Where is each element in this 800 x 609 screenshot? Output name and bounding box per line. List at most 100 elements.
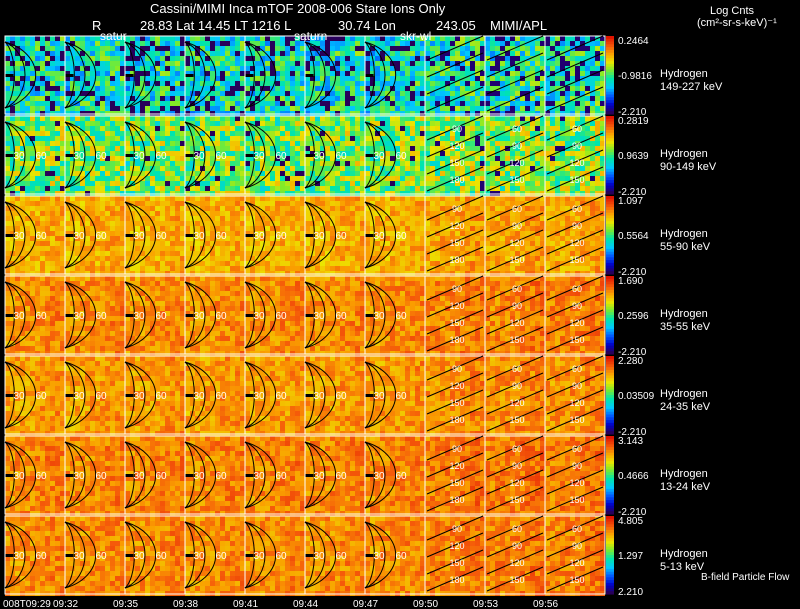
heatmap-cell	[55, 231, 60, 236]
heatmap-cell	[315, 91, 320, 96]
heatmap-cell	[565, 96, 570, 101]
heatmap-cell	[495, 186, 500, 191]
colorbar-segment	[606, 97, 614, 101]
heatmap-cell	[350, 216, 355, 221]
heatmap-cell	[325, 121, 330, 126]
heatmap-cell	[365, 181, 370, 186]
heatmap-cell	[270, 211, 275, 216]
heatmap-cell	[485, 211, 490, 216]
heatmap-cell	[310, 71, 315, 76]
heatmap-cell	[445, 196, 450, 201]
heatmap-cell	[435, 226, 440, 231]
heatmap-cell	[290, 61, 295, 66]
heatmap-cell	[215, 186, 220, 191]
heatmap-cell	[15, 146, 20, 151]
heatmap-cell	[425, 206, 430, 211]
heatmap-cell	[155, 206, 160, 211]
heatmap-cell	[50, 106, 55, 111]
heatmap-cell	[475, 176, 480, 181]
heatmap-cell	[375, 156, 380, 161]
heatmap-cell	[395, 106, 400, 111]
heatmap-cell	[135, 131, 140, 136]
heatmap-cell	[175, 121, 180, 126]
heatmap-cell	[425, 56, 430, 61]
heatmap-cell	[350, 101, 355, 106]
heatmap-cell	[225, 96, 230, 101]
heatmap-cell	[160, 161, 165, 166]
heatmap-cell	[600, 171, 605, 176]
heatmap-cell	[120, 236, 125, 241]
heatmap-cell	[150, 171, 155, 176]
heatmap-cell	[440, 116, 445, 121]
heatmap-cell	[485, 106, 490, 111]
heatmap-cell	[280, 186, 285, 191]
heatmap-cell	[250, 226, 255, 231]
heatmap-cell	[515, 66, 520, 71]
heatmap-cell	[505, 206, 510, 211]
heatmap-cell	[215, 221, 220, 226]
heatmap-cell	[225, 181, 230, 186]
heatmap-cell	[100, 36, 105, 41]
heatmap-cell	[465, 41, 470, 46]
heatmap-cell	[115, 116, 120, 121]
heatmap-cell	[390, 61, 395, 66]
heatmap-cell	[460, 96, 465, 101]
heatmap-cell	[275, 76, 280, 81]
heatmap-cell	[35, 91, 40, 96]
heatmap-cell	[340, 116, 345, 121]
heatmap-cell	[380, 206, 385, 211]
heatmap-cell	[440, 141, 445, 146]
heatmap-cell	[280, 116, 285, 121]
heatmap-cell	[55, 141, 60, 146]
heatmap-cell	[15, 91, 20, 96]
heatmap-cell	[395, 176, 400, 181]
heatmap-cell	[330, 126, 335, 131]
heatmap-cell	[105, 46, 110, 51]
heatmap-cell	[200, 181, 205, 186]
heatmap-cell	[10, 61, 15, 66]
heatmap-cell	[400, 71, 405, 76]
heatmap-cell	[280, 106, 285, 111]
heatmap-cell	[400, 231, 405, 236]
heatmap-cell	[325, 71, 330, 76]
heatmap-cell	[510, 96, 515, 101]
heatmap-cell	[140, 146, 145, 151]
heatmap-cell	[20, 221, 25, 226]
heatmap-cell	[40, 46, 45, 51]
heatmap-cell	[390, 176, 395, 181]
heatmap-cell	[390, 121, 395, 126]
heatmap-cell	[45, 96, 50, 101]
heatmap-cell	[135, 156, 140, 161]
heatmap-cell	[350, 86, 355, 91]
heatmap-cell	[20, 151, 25, 156]
heatmap-cell	[105, 101, 110, 106]
colorbar-segment	[606, 174, 614, 178]
heatmap-cell	[320, 101, 325, 106]
heatmap-cell	[545, 206, 550, 211]
heatmap-cell	[295, 36, 300, 41]
heatmap-cell	[35, 206, 40, 211]
heatmap-cell	[345, 56, 350, 61]
heatmap-cell	[320, 106, 325, 111]
heatmap-cell	[585, 186, 590, 191]
heatmap-cell	[230, 236, 235, 241]
heatmap-cell	[210, 41, 215, 46]
heatmap-cell	[155, 81, 160, 86]
heatmap-cell	[355, 66, 360, 71]
heatmap-cell	[165, 126, 170, 131]
heatmap-cell	[70, 166, 75, 171]
heatmap-cell	[305, 131, 310, 136]
heatmap-cell	[480, 236, 485, 241]
heatmap-cell	[465, 76, 470, 81]
heatmap-cell	[500, 161, 505, 166]
heatmap-cell	[170, 186, 175, 191]
heatmap-cell	[50, 241, 55, 246]
heatmap-cell	[205, 51, 210, 56]
heatmap-cell	[490, 146, 495, 151]
heatmap-cell	[385, 141, 390, 146]
heatmap-cell	[345, 36, 350, 41]
heatmap-cell	[365, 51, 370, 56]
heatmap-cell	[85, 81, 90, 86]
heatmap-cell	[440, 66, 445, 71]
heatmap-cell	[330, 196, 335, 201]
